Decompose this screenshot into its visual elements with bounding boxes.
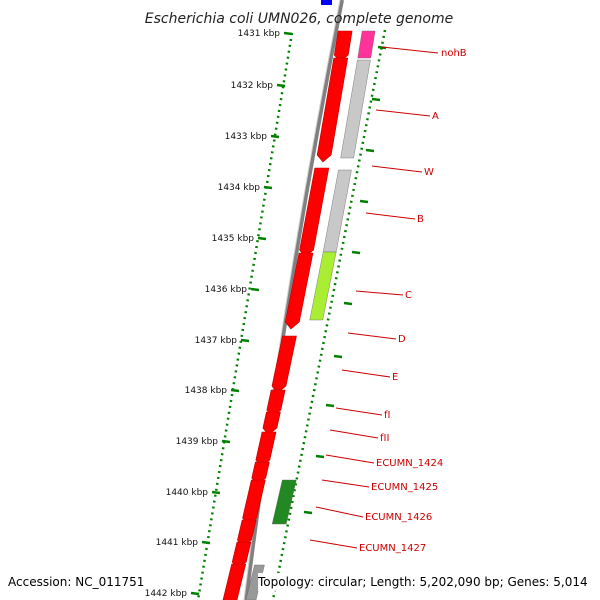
scale-tick — [303, 510, 313, 515]
scale-label: 1440 kbp — [166, 488, 209, 498]
gene-label: ECUMN_1424 — [376, 458, 443, 469]
leader-line — [325, 454, 375, 464]
gene-label: nohB — [441, 48, 467, 59]
leader-line — [371, 165, 423, 173]
cds-arrow — [271, 335, 297, 394]
leader-line — [347, 332, 397, 340]
map-title: Escherichia coli UMN026, complete genome — [145, 11, 453, 27]
scale-label: 1436 kbp — [205, 285, 248, 295]
leader-line — [341, 369, 391, 378]
inner-scale-line — [271, 29, 387, 600]
gene-label: B — [417, 214, 424, 225]
gene-label: C — [405, 290, 412, 301]
scale-tick — [263, 185, 273, 190]
gene-label: E — [392, 372, 398, 383]
gene-label: ECUMN_1427 — [359, 543, 426, 554]
scale-tick — [371, 97, 381, 102]
scale-tick — [270, 134, 280, 139]
scale-tick — [257, 236, 267, 241]
scale-tick — [250, 287, 260, 292]
scale-tick — [365, 148, 375, 153]
cds-arrow — [316, 57, 349, 163]
cds-arrow — [262, 411, 281, 436]
scale-tick — [325, 403, 335, 408]
gene-label: W — [424, 167, 434, 178]
scale-label: 1439 kbp — [176, 437, 219, 447]
scale-label: 1435 kbp — [212, 234, 255, 244]
gene-label: fII — [380, 433, 389, 444]
feature-band — [357, 30, 376, 59]
scale-tick — [333, 354, 343, 359]
leader-line — [315, 506, 364, 518]
scale-tick — [283, 31, 293, 36]
scale-label: 1433 kbp — [225, 132, 268, 142]
gene-label: fI — [384, 410, 390, 421]
cds-arrow — [222, 563, 247, 600]
leader-line — [375, 109, 431, 117]
leader-line — [335, 407, 383, 416]
scale-label: 1437 kbp — [195, 336, 238, 346]
topology-text: Topology: circular; Length: 5,202,090 bp… — [258, 573, 588, 591]
scale-label: 1442 kbp — [145, 589, 188, 599]
scale-tick — [315, 454, 325, 459]
scale-tick — [190, 591, 200, 596]
scale-tick — [359, 199, 369, 204]
leader-line — [321, 479, 370, 488]
scale-tick — [351, 250, 361, 255]
scale-label: 1441 kbp — [156, 538, 199, 548]
blue-feature — [321, 0, 332, 5]
scale-label: 1438 kbp — [185, 386, 228, 396]
scale-tick — [343, 301, 353, 306]
scale-tick — [201, 540, 211, 545]
gene-label: ECUMN_1426 — [365, 512, 432, 523]
leader-line — [355, 290, 404, 296]
leader-line — [309, 539, 358, 549]
gene-label: A — [432, 111, 439, 122]
cds-arrow — [242, 479, 266, 526]
feature-band — [271, 479, 297, 525]
leader-line — [365, 212, 416, 220]
gene-label: ECUMN_1425 — [371, 482, 438, 493]
leader-line — [381, 46, 439, 54]
scale-label: 1431 kbp — [238, 29, 281, 39]
scale-tick — [230, 388, 240, 393]
scale-label: 1434 kbp — [218, 183, 261, 193]
feature-band — [340, 59, 371, 159]
cds-arrow — [284, 252, 314, 330]
feature-band — [309, 251, 337, 321]
scale-label: 1432 kbp — [231, 81, 274, 91]
scale-tick — [276, 83, 286, 88]
gene-label: D — [398, 334, 406, 345]
feature-band — [322, 169, 352, 253]
scale-tick — [240, 338, 250, 343]
scale-tick — [211, 490, 221, 495]
leader-line — [329, 429, 379, 439]
scale-tick — [221, 439, 231, 444]
accession-text: Accession: NC_011751 — [8, 573, 145, 591]
